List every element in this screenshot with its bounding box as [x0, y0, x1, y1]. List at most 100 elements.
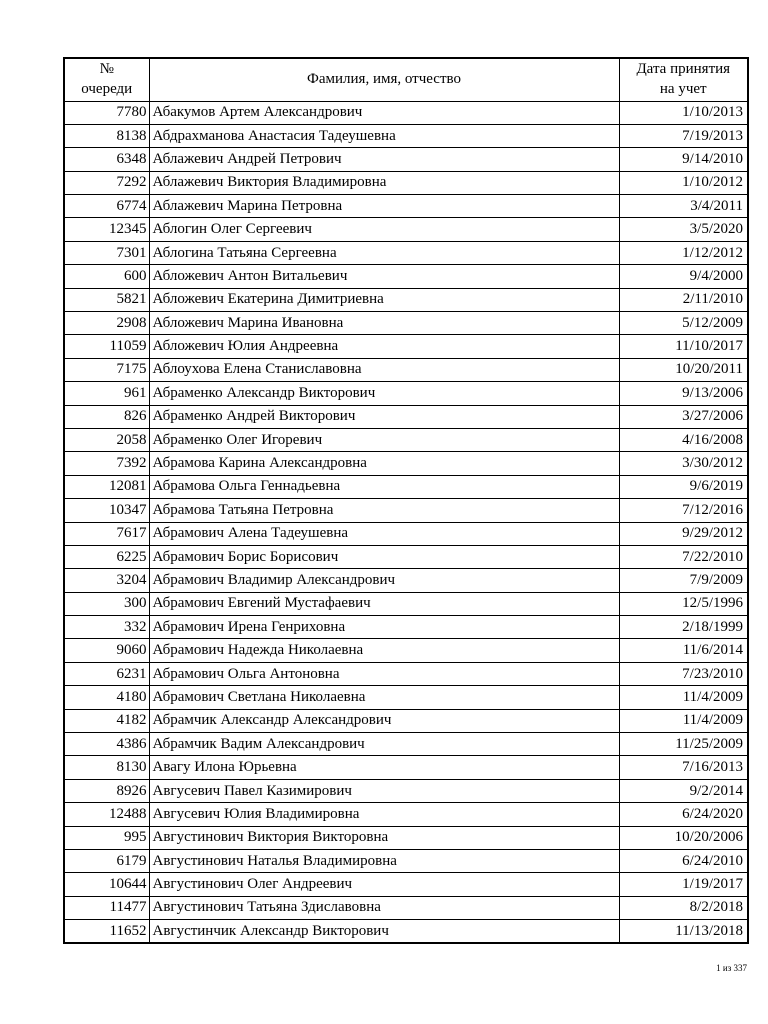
date-cell: 9/14/2010 [618, 147, 749, 172]
full-name-cell: Аблажевич Виктория Владимировна [148, 170, 620, 196]
queue-number-cell: 11652 [63, 919, 150, 944]
queue-number-cell: 10644 [63, 872, 150, 897]
full-name-cell: Абрамович Евгений Мустафаевич [148, 591, 620, 617]
table-row: 11652 Августинчик Александр Викторович 11/… [63, 919, 749, 944]
table-row: 7780 Абакумов Артем Александрович 1/10/201… [63, 100, 749, 125]
date-cell: 7/12/2016 [618, 498, 749, 523]
table-row: 4386 Абрамчик Вадим Александрович 11/25/20… [63, 732, 749, 757]
queue-number-cell: 12488 [63, 802, 150, 827]
full-name-cell: Аблогин Олег Сергеевич [148, 217, 620, 242]
table-row: 6774 Аблажевич Марина Петровна 3/4/2011 [63, 194, 749, 219]
table-row: 2908 Абложевич Марина Ивановна 5/12/2009 [63, 311, 749, 336]
full-name-cell: Абрамова Ольга Геннадьевна [148, 474, 620, 500]
date-cell: 10/20/2006 [618, 825, 749, 851]
table-row: 6348 Аблажевич Андрей Петрович 9/14/2010 [63, 147, 749, 172]
queue-number-cell: 12081 [63, 474, 150, 500]
table-row: 7292 Аблажевич Виктория Владимировна 1/10/… [63, 170, 749, 196]
queue-number-cell: 12345 [63, 217, 150, 242]
header-row: № очереди Фамилия, имя, отчество Дата пр… [63, 57, 749, 102]
full-name-cell: Августинович Наталья Владимировна [148, 848, 620, 874]
queue-number-cell: 8130 [63, 755, 150, 780]
col-header-queue-number: № очереди [63, 57, 150, 102]
page-number-indicator: 1 из 337 [716, 963, 747, 973]
table-row: 12081 Абрамова Ольга Геннадьевна 9/6/2019 [63, 474, 749, 500]
full-name-cell: Абдрахманова Анастасия Тадеушевна [148, 123, 620, 149]
col-header-registration-date: Дата принятия на учет [618, 57, 749, 102]
date-cell: 9/2/2014 [618, 778, 749, 804]
full-name-cell: Абрамович Светлана Николаевна [148, 685, 620, 710]
table-row: 10644 Августинович Олег Андреевич 1/19/201… [63, 872, 749, 897]
queue-number-cell: 961 [63, 381, 150, 406]
date-cell: 6/24/2010 [618, 848, 749, 874]
queue-number-cell: 4386 [63, 732, 150, 757]
full-name-cell: Абрамович Борис Борисович [148, 544, 620, 570]
date-cell: 11/10/2017 [618, 334, 749, 359]
table-row: 8926 Авгусевич Павел Казимирович 9/2/2014 [63, 778, 749, 804]
table-row: 5821 Абложевич Екатерина Димитриевна 2/11/… [63, 287, 749, 313]
full-name-cell: Абложевич Юлия Андреевна [148, 334, 620, 359]
table-row: 961 Абраменко Александр Викторович 9/13/20… [63, 381, 749, 406]
full-name-cell: Авагу Илона Юрьевна [148, 755, 620, 780]
table-row: 332 Абрамович Ирена Генриховна 2/18/1999 [63, 615, 749, 640]
queue-number-cell: 6231 [63, 661, 150, 687]
full-name-cell: Аблоухова Елена Станиславовна [148, 357, 620, 383]
table-row: 11059 Абложевич Юлия Андреевна 11/10/2017 [63, 334, 749, 359]
queue-number-cell: 6225 [63, 544, 150, 570]
table-row: 826 Абраменко Андрей Викторович 3/27/2006 [63, 404, 749, 429]
queue-number-cell: 10347 [63, 498, 150, 523]
date-cell: 9/4/2000 [618, 264, 749, 289]
full-name-cell: Абложевич Марина Ивановна [148, 311, 620, 336]
table-row: 12488 Авгусевич Юлия Владимировна 6/24/202… [63, 802, 749, 827]
date-cell: 3/5/2020 [618, 217, 749, 242]
table-row: 4180 Абрамович Светлана Николаевна 11/4/20… [63, 685, 749, 710]
full-name-cell: Августинович Виктория Викторовна [148, 825, 620, 851]
queue-number-cell: 7392 [63, 451, 150, 476]
full-name-cell: Абложевич Антон Витальевич [148, 264, 620, 289]
table-row: 7617 Абрамович Алена Тадеушевна 9/29/2012 [63, 521, 749, 546]
table-row: 300 Абрамович Евгений Мустафаевич 12/5/199… [63, 591, 749, 617]
queue-number-cell: 8138 [63, 123, 150, 149]
table-row: 12345 Аблогин Олег Сергеевич 3/5/2020 [63, 217, 749, 242]
queue-number-cell: 4180 [63, 685, 150, 710]
queue-number-cell: 6774 [63, 194, 150, 219]
queue-number-cell: 995 [63, 825, 150, 851]
full-name-cell: Аблажевич Марина Петровна [148, 194, 620, 219]
table-row: 9060 Абрамович Надежда Николаевна 11/6/201… [63, 638, 749, 663]
table-row: 7392 Абрамова Карина Александровна 3/30/20… [63, 451, 749, 476]
date-cell: 1/19/2017 [618, 872, 749, 897]
date-cell: 7/19/2013 [618, 123, 749, 149]
date-cell: 4/16/2008 [618, 427, 749, 453]
table-header: № очереди Фамилия, имя, отчество Дата пр… [63, 57, 749, 102]
date-cell: 2/11/2010 [618, 287, 749, 313]
full-name-cell: Августинович Олег Андреевич [148, 872, 620, 897]
queue-number-cell: 6179 [63, 848, 150, 874]
table-row: 7301 Аблогина Татьяна Сергеевна 1/12/2012 [63, 240, 749, 266]
table-row: 8138 Абдрахманова Анастасия Тадеушевна 7/1… [63, 123, 749, 149]
queue-number-cell: 600 [63, 264, 150, 289]
queue-number-cell: 7175 [63, 357, 150, 383]
full-name-cell: Абложевич Екатерина Димитриевна [148, 287, 620, 313]
full-name-cell: Абрамович Надежда Николаевна [148, 638, 620, 663]
full-name-cell: Абакумов Артем Александрович [148, 100, 620, 125]
full-name-cell: Аблогина Татьяна Сергеевна [148, 240, 620, 266]
queue-number-cell: 7292 [63, 170, 150, 196]
date-cell: 3/30/2012 [618, 451, 749, 476]
date-cell: 1/12/2012 [618, 240, 749, 266]
date-cell: 11/4/2009 [618, 685, 749, 710]
date-cell: 5/12/2009 [618, 311, 749, 336]
queue-number-cell: 332 [63, 615, 150, 640]
date-cell: 12/5/1996 [618, 591, 749, 617]
queue-number-cell: 7780 [63, 100, 150, 125]
date-cell: 9/29/2012 [618, 521, 749, 546]
full-name-cell: Августинчик Александр Викторович [148, 919, 620, 944]
table-row: 2058 Абраменко Олег Игоревич 4/16/2008 [63, 427, 749, 453]
full-name-cell: Авгусевич Юлия Владимировна [148, 802, 620, 827]
table-row: 11477 Августинович Татьяна Здиславовна 8/2… [63, 895, 749, 921]
full-name-cell: Абрамчик Вадим Александрович [148, 732, 620, 757]
table-row: 995 Августинович Виктория Викторовна 10/20… [63, 825, 749, 851]
queue-number-cell: 11477 [63, 895, 150, 921]
date-cell: 2/18/1999 [618, 615, 749, 640]
date-cell: 6/24/2020 [618, 802, 749, 827]
queue-number-cell: 826 [63, 404, 150, 429]
table-row: 6225 Абрамович Борис Борисович 7/22/2010 [63, 544, 749, 570]
